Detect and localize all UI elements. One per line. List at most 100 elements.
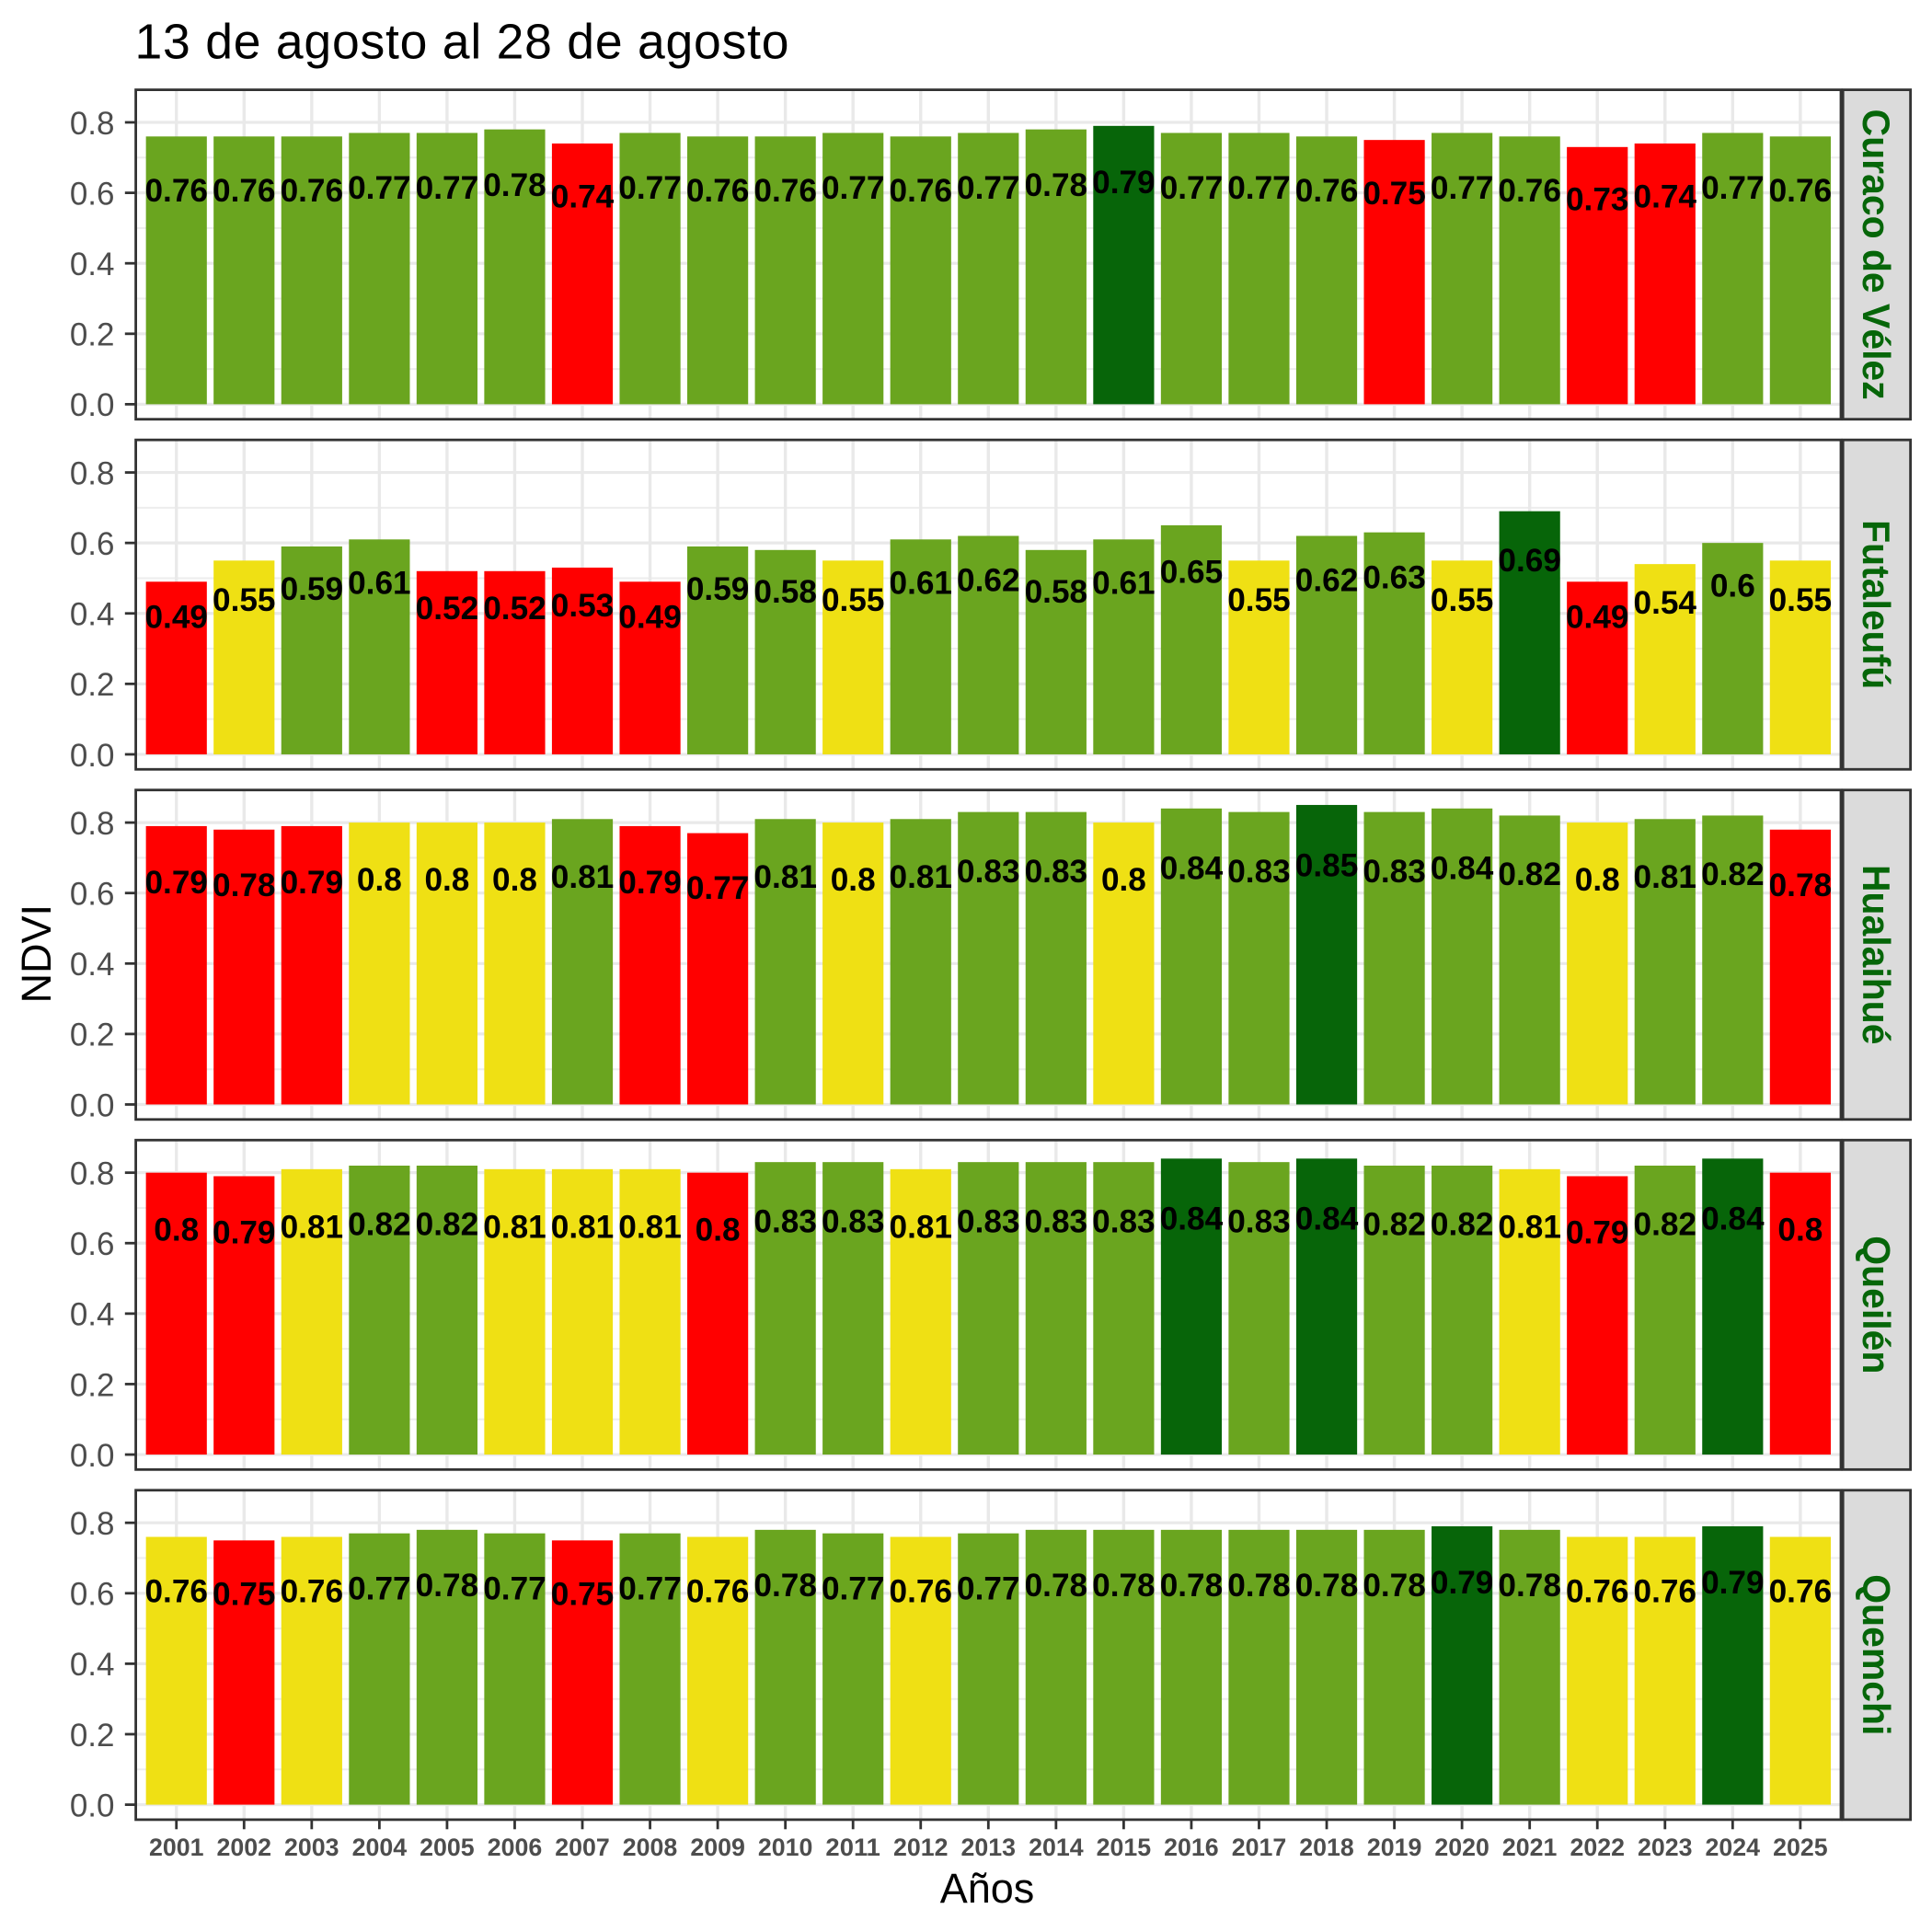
svg-text:0.6: 0.6 — [70, 877, 115, 913]
svg-text:0.83: 0.83 — [1363, 854, 1426, 890]
svg-text:0.81: 0.81 — [890, 1209, 953, 1245]
svg-text:2019: 2019 — [1367, 1834, 1422, 1861]
svg-text:0.59: 0.59 — [281, 571, 344, 607]
svg-text:0.82: 0.82 — [1431, 1206, 1494, 1242]
svg-text:2018: 2018 — [1299, 1834, 1354, 1861]
svg-text:0.76: 0.76 — [281, 173, 344, 209]
svg-text:0.78: 0.78 — [483, 167, 546, 203]
svg-text:0.81: 0.81 — [753, 859, 817, 895]
svg-text:0.73: 0.73 — [1566, 181, 1629, 217]
svg-text:0.76: 0.76 — [1566, 1573, 1629, 1609]
svg-text:0.0: 0.0 — [70, 387, 115, 423]
svg-text:2014: 2014 — [1029, 1834, 1084, 1861]
svg-text:0.82: 0.82 — [1701, 857, 1765, 892]
svg-text:2017: 2017 — [1232, 1834, 1287, 1861]
svg-text:0.81: 0.81 — [890, 859, 953, 895]
svg-text:0.77: 0.77 — [1701, 170, 1765, 206]
svg-text:0.84: 0.84 — [1701, 1201, 1765, 1236]
svg-text:0.4: 0.4 — [70, 947, 115, 983]
svg-text:0.82: 0.82 — [1498, 857, 1561, 892]
svg-text:0.81: 0.81 — [1634, 859, 1697, 895]
svg-text:0.82: 0.82 — [1634, 1206, 1697, 1242]
svg-text:0.62: 0.62 — [957, 563, 1020, 599]
svg-text:0.77: 0.77 — [686, 870, 750, 906]
svg-text:0.76: 0.76 — [753, 173, 817, 209]
svg-text:0.76: 0.76 — [686, 1573, 750, 1609]
svg-text:0.76: 0.76 — [213, 173, 276, 209]
svg-text:2010: 2010 — [758, 1834, 813, 1861]
svg-text:0.77: 0.77 — [348, 170, 411, 206]
svg-text:0.79: 0.79 — [213, 1215, 276, 1251]
svg-text:0.8: 0.8 — [1101, 862, 1146, 898]
svg-text:0.76: 0.76 — [890, 173, 953, 209]
svg-text:0.6: 0.6 — [70, 1577, 115, 1613]
svg-text:0.83: 0.83 — [1092, 1203, 1156, 1239]
svg-text:0.6: 0.6 — [70, 176, 115, 212]
svg-text:0.84: 0.84 — [1431, 851, 1494, 887]
svg-text:0.77: 0.77 — [957, 170, 1020, 206]
svg-text:0.8: 0.8 — [70, 455, 115, 491]
svg-text:2020: 2020 — [1434, 1834, 1489, 1861]
svg-text:0.77: 0.77 — [822, 1570, 885, 1606]
svg-text:0.77: 0.77 — [348, 1570, 411, 1606]
svg-text:0.81: 0.81 — [1498, 1209, 1561, 1245]
svg-text:0.8: 0.8 — [357, 862, 402, 898]
svg-text:0.53: 0.53 — [551, 588, 615, 624]
svg-text:0.82: 0.82 — [348, 1206, 411, 1242]
svg-text:NDVI: NDVI — [13, 904, 60, 1004]
svg-text:0.74: 0.74 — [551, 178, 615, 214]
svg-text:2008: 2008 — [623, 1834, 678, 1861]
svg-text:0.55: 0.55 — [1431, 582, 1494, 618]
svg-text:0.49: 0.49 — [1566, 599, 1629, 635]
svg-text:0.55: 0.55 — [1769, 582, 1833, 618]
svg-text:2012: 2012 — [893, 1834, 949, 1861]
svg-text:0.75: 0.75 — [213, 1576, 276, 1612]
svg-text:0.77: 0.77 — [1227, 170, 1291, 206]
svg-text:0.83: 0.83 — [957, 1203, 1020, 1239]
svg-text:0.78: 0.78 — [1092, 1568, 1156, 1604]
svg-text:0.8: 0.8 — [831, 862, 876, 898]
svg-text:Años: Años — [940, 1865, 1035, 1912]
svg-text:2011: 2011 — [825, 1834, 880, 1861]
svg-text:0.52: 0.52 — [483, 591, 546, 627]
svg-text:0.4: 0.4 — [70, 597, 115, 633]
svg-text:0.84: 0.84 — [1160, 1201, 1224, 1236]
svg-text:2013: 2013 — [961, 1834, 1017, 1861]
svg-text:0.8: 0.8 — [70, 106, 115, 142]
svg-text:0.76: 0.76 — [1769, 173, 1833, 209]
svg-text:0.2: 0.2 — [70, 1367, 115, 1403]
svg-text:0.82: 0.82 — [1363, 1206, 1426, 1242]
svg-text:0.83: 0.83 — [1025, 854, 1088, 890]
svg-text:0.4: 0.4 — [70, 1297, 115, 1333]
svg-text:0.79: 0.79 — [618, 865, 682, 901]
svg-text:2024: 2024 — [1706, 1834, 1761, 1861]
svg-text:2002: 2002 — [217, 1834, 272, 1861]
svg-text:0.78: 0.78 — [1363, 1568, 1426, 1604]
svg-text:0.79: 0.79 — [1701, 1565, 1765, 1601]
svg-text:0.61: 0.61 — [348, 566, 411, 602]
svg-text:0.79: 0.79 — [144, 865, 208, 901]
svg-text:0.78: 0.78 — [1025, 167, 1088, 203]
svg-text:0.77: 0.77 — [822, 170, 885, 206]
svg-text:0.83: 0.83 — [1025, 1203, 1088, 1239]
svg-text:0.61: 0.61 — [1092, 566, 1156, 602]
svg-text:0.79: 0.79 — [281, 865, 344, 901]
svg-text:0.62: 0.62 — [1295, 563, 1359, 599]
svg-text:0.76: 0.76 — [1769, 1573, 1833, 1609]
svg-text:0.59: 0.59 — [686, 571, 750, 607]
svg-text:2023: 2023 — [1638, 1834, 1693, 1861]
svg-text:2005: 2005 — [420, 1834, 475, 1861]
svg-text:0.63: 0.63 — [1363, 560, 1426, 596]
svg-text:0.77: 0.77 — [957, 1570, 1020, 1606]
svg-text:0.76: 0.76 — [281, 1573, 344, 1609]
svg-text:0.6: 0.6 — [70, 526, 115, 562]
svg-text:2007: 2007 — [555, 1834, 610, 1861]
svg-text:0.77: 0.77 — [416, 170, 479, 206]
svg-text:0.55: 0.55 — [822, 582, 885, 618]
svg-text:0.83: 0.83 — [1227, 1203, 1291, 1239]
svg-text:0.2: 0.2 — [70, 317, 115, 353]
svg-text:0.79: 0.79 — [1566, 1215, 1629, 1251]
svg-text:0.78: 0.78 — [753, 1568, 817, 1604]
svg-text:0.52: 0.52 — [416, 591, 479, 627]
svg-text:0.0: 0.0 — [70, 1788, 115, 1823]
